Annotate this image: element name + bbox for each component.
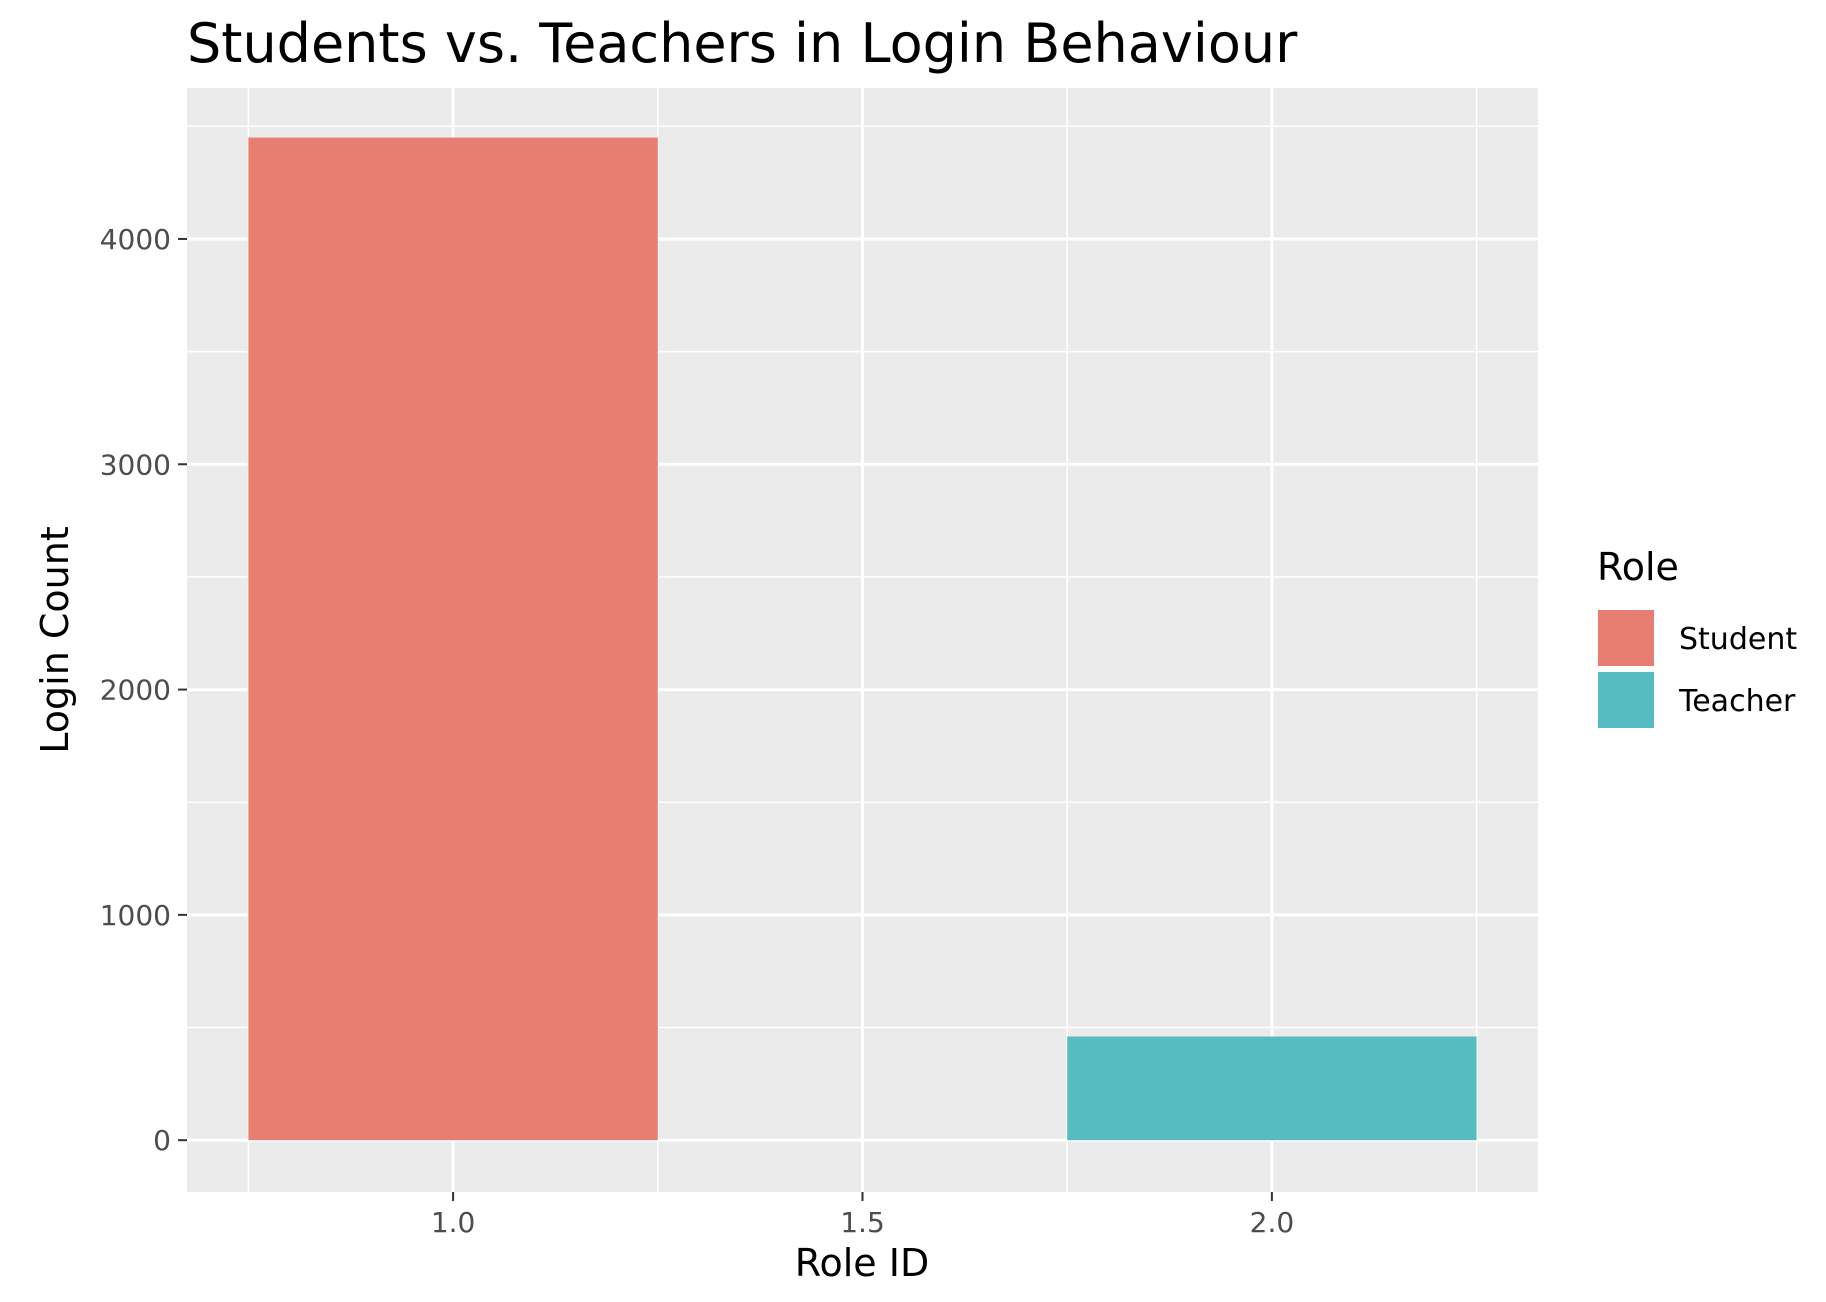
x-tick-label: 1.5 — [840, 1206, 885, 1239]
legend-label-teacher: Teacher — [1678, 684, 1796, 719]
legend-title: Role — [1597, 545, 1679, 589]
legend-label-student: Student — [1679, 622, 1797, 657]
bar-teacher — [1067, 1036, 1477, 1141]
bars — [248, 137, 1477, 1141]
y-tick-label: 1000 — [100, 899, 171, 932]
chart-title: Students vs. Teachers in Login Behaviour — [187, 12, 1298, 75]
legend: Role Student Teacher — [1596, 545, 1797, 730]
legend-key-teacher — [1596, 670, 1656, 730]
x-tick-label: 1.0 — [431, 1206, 476, 1239]
y-axis: 0 1000 2000 3000 4000 — [100, 223, 187, 1157]
bar-student — [248, 137, 658, 1141]
y-tick-label: 4000 — [100, 223, 171, 256]
x-tick-label: 2.0 — [1250, 1206, 1295, 1239]
y-tick-label: 3000 — [100, 448, 171, 481]
x-axis: 1.0 1.5 2.0 — [431, 1192, 1294, 1239]
legend-key-student — [1596, 608, 1656, 668]
y-tick-label: 2000 — [100, 674, 171, 707]
y-axis-title: Login Count — [33, 526, 77, 753]
y-tick-label: 0 — [153, 1124, 171, 1157]
x-axis-title: Role ID — [795, 1241, 929, 1285]
